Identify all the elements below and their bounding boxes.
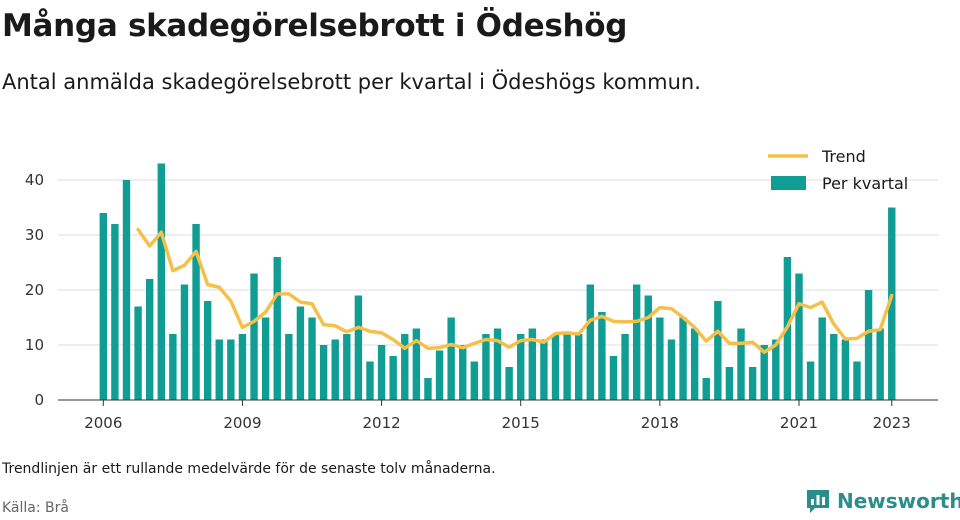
- bar: [493, 328, 502, 400]
- bar: [760, 345, 768, 400]
- bar: [354, 295, 363, 400]
- bar: [238, 334, 247, 400]
- bar: [528, 328, 537, 400]
- bar: [331, 339, 339, 400]
- chart-subtitle: Antal anmälda skadegörelsebrott per kvar…: [2, 70, 701, 94]
- bar: [111, 224, 119, 400]
- source-credit: Källa: Brå: [2, 500, 69, 516]
- bar-series: [99, 163, 896, 400]
- chart-note: Trendlinjen är ett rullande medelvärde f…: [2, 461, 496, 477]
- bar: [273, 257, 281, 400]
- bar: [134, 306, 142, 400]
- bar: [621, 334, 629, 400]
- bar: [401, 334, 409, 400]
- y-tick-label: 40: [25, 171, 44, 189]
- bar: [285, 334, 293, 400]
- bar: [389, 356, 397, 400]
- x-tick-label: 2023: [873, 414, 911, 432]
- bar: [377, 345, 386, 400]
- x-tick-label: 2012: [362, 414, 400, 432]
- bar: [343, 334, 351, 400]
- bar: [470, 361, 479, 400]
- x-tick-label: 2018: [641, 414, 679, 432]
- legend-bar-label: Per kvartal: [822, 174, 908, 193]
- bar: [656, 317, 664, 400]
- bar: [818, 317, 826, 400]
- bar: [841, 339, 850, 400]
- x-axis-labels: 2006 2009 2012 2015 2018 2021 2023: [84, 400, 911, 432]
- bar: [714, 301, 722, 400]
- bar: [806, 361, 815, 400]
- bar: [737, 328, 745, 400]
- bar: [830, 334, 838, 400]
- bar: [517, 334, 525, 400]
- bar: [609, 356, 618, 400]
- y-tick-label: 30: [25, 226, 44, 244]
- bar: [308, 317, 316, 400]
- bar: [598, 312, 606, 400]
- bar: [586, 284, 594, 400]
- y-tick-label: 10: [25, 336, 44, 354]
- y-axis-labels: 0 10 20 30 40: [25, 171, 44, 409]
- bar: [563, 334, 571, 400]
- bar: [192, 224, 200, 400]
- brand-name: Newsworthy: [837, 489, 960, 513]
- chart-area: 0 10 20 30 40 2006 2009 2012 2015 2018 2021 2023 T…: [25, 147, 938, 432]
- x-tick-label: 2015: [502, 414, 540, 432]
- bar: [888, 207, 896, 400]
- bar: [203, 301, 212, 400]
- bar: [482, 334, 490, 400]
- legend: Trend Per kvartal: [768, 147, 908, 193]
- legend-trend-label: Trend: [821, 147, 866, 166]
- chart-title: Många skadegörelsebrott i Ödeshög: [2, 8, 628, 44]
- bar: [261, 317, 270, 400]
- bar: [667, 339, 676, 400]
- x-tick-label: 2009: [223, 414, 261, 432]
- bar: [551, 334, 560, 400]
- bar: [575, 334, 583, 400]
- bar: [644, 295, 652, 400]
- bar: [505, 367, 513, 400]
- bar: [632, 284, 641, 400]
- legend-bar-swatch: [771, 176, 806, 190]
- bar: [447, 317, 455, 400]
- bar: [435, 350, 444, 400]
- bar: [169, 334, 177, 400]
- x-tick-label: 2006: [84, 414, 122, 432]
- bar: [540, 339, 548, 400]
- bar: [772, 339, 780, 400]
- bar: [690, 328, 699, 400]
- x-tick-label: 2021: [780, 414, 818, 432]
- y-tick-label: 20: [25, 281, 44, 299]
- newsworthy-logo-icon: [807, 490, 829, 513]
- y-gridlines: [58, 179, 938, 346]
- bar: [99, 213, 107, 400]
- bar: [157, 163, 165, 400]
- bar: [215, 339, 223, 400]
- bar: [459, 345, 467, 400]
- y-tick-label: 0: [34, 391, 44, 409]
- bar: [702, 378, 710, 400]
- bar: [296, 306, 305, 400]
- bar: [679, 317, 687, 400]
- bar: [319, 345, 328, 400]
- bar: [227, 339, 235, 400]
- bar: [366, 361, 374, 400]
- bar: [876, 328, 884, 400]
- bar: [864, 290, 873, 400]
- bar: [725, 367, 734, 400]
- bar: [180, 284, 189, 400]
- trend-line: [136, 227, 894, 354]
- bar: [250, 273, 258, 400]
- bar: [412, 328, 421, 400]
- bar: [853, 361, 861, 400]
- brand-logo: Newsworthy: [805, 488, 960, 514]
- bar: [122, 180, 131, 400]
- bar: [748, 367, 757, 400]
- bar: [145, 279, 154, 400]
- bar: [795, 273, 803, 400]
- bar: [424, 378, 432, 400]
